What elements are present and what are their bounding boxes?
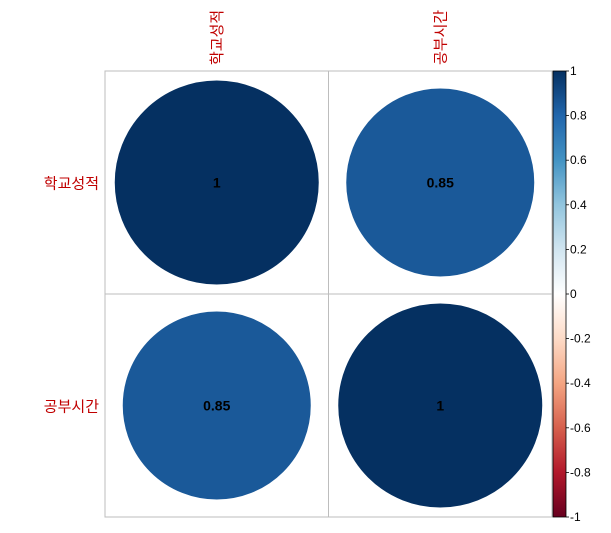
corr-value-label-0-0: 1	[213, 175, 221, 191]
corr-value-label-1-1: 1	[436, 398, 444, 414]
row-label-0: 학교성적	[44, 175, 99, 193]
colorbar-tick-label: -0.4	[570, 376, 591, 390]
colorbar-tick-label: -0.8	[570, 465, 591, 479]
corr-circle-1-0	[121, 310, 312, 501]
colorbar-gradient	[552, 70, 567, 518]
colorbar-tick-label: -1	[570, 510, 581, 524]
colorbar-tick-label: 0	[570, 287, 577, 301]
colorbar-tick-label: 0.4	[570, 198, 587, 212]
column-labels: 학교성적 공부시간	[208, 10, 450, 65]
corr-circle-0-0	[113, 79, 320, 286]
colorbar-tick-label: 0.2	[570, 242, 587, 256]
colorbar-tick-label: 0.6	[570, 153, 587, 167]
row-label-1: 공부시간	[44, 398, 99, 416]
colorbar-tick-label: 0.8	[570, 109, 587, 123]
colorbar-tick-label: 1	[570, 64, 577, 78]
corr-value-label-1-0: 0.85	[203, 398, 230, 414]
corr-value-label-0-1: 0.85	[427, 175, 454, 191]
column-label-1: 공부시간	[431, 10, 449, 65]
corr-circle-0-1	[345, 87, 536, 278]
matrix-cells: 1 0.85 0.85 1	[104, 70, 553, 518]
corr-circle-1-1	[337, 302, 544, 509]
colorbar: 1 0.8 0.6 0.4 0.2 0 -0.2 -0.4 -0.6 -0.8 -1	[552, 64, 591, 524]
column-label-0: 학교성적	[208, 10, 226, 65]
colorbar-tick-label: -0.2	[570, 332, 591, 346]
colorbar-tick-label: -0.6	[570, 421, 591, 435]
